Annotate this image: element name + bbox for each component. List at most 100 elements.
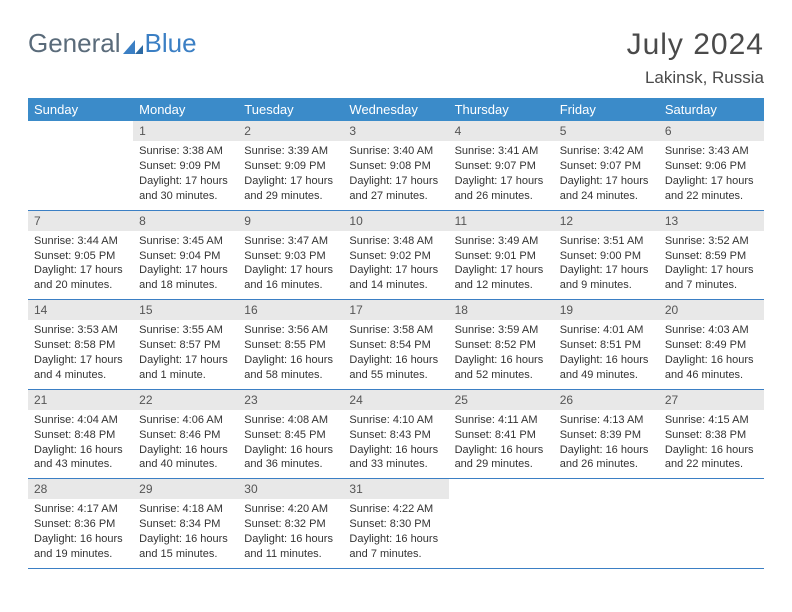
logo-mark-icon	[123, 40, 143, 54]
day-line: Sunrise: 3:59 AM	[455, 323, 548, 338]
day-line: Sunrise: 3:38 AM	[139, 144, 232, 159]
day-header: Sunday	[28, 98, 133, 121]
day-body: Sunrise: 4:13 AMSunset: 8:39 PMDaylight:…	[554, 410, 659, 478]
day-line: Sunrise: 4:18 AM	[139, 502, 232, 517]
day-number: 5	[554, 121, 659, 141]
day-line: and 52 minutes.	[455, 368, 548, 383]
day-number: 18	[449, 300, 554, 320]
day-line: Sunrise: 4:03 AM	[665, 323, 758, 338]
day-number: 9	[238, 211, 343, 231]
day-line: and 29 minutes.	[244, 189, 337, 204]
day-line: and 7 minutes.	[349, 547, 442, 562]
day-body: Sunrise: 3:44 AMSunset: 9:05 PMDaylight:…	[28, 231, 133, 299]
day-body: Sunrise: 3:45 AMSunset: 9:04 PMDaylight:…	[133, 231, 238, 299]
day-cell: 1Sunrise: 3:38 AMSunset: 9:09 PMDaylight…	[133, 121, 238, 210]
day-line: Daylight: 17 hours	[560, 263, 653, 278]
day-line: Sunrise: 3:42 AM	[560, 144, 653, 159]
day-number: 7	[28, 211, 133, 231]
day-cell: 12Sunrise: 3:51 AMSunset: 9:00 PMDayligh…	[554, 211, 659, 300]
day-line: Sunrise: 3:47 AM	[244, 234, 337, 249]
page: General Blue July 2024 Lakinsk, Russia S…	[0, 0, 792, 569]
day-line: Daylight: 17 hours	[665, 174, 758, 189]
day-cell: 3Sunrise: 3:40 AMSunset: 9:08 PMDaylight…	[343, 121, 448, 210]
day-body: Sunrise: 3:43 AMSunset: 9:06 PMDaylight:…	[659, 141, 764, 209]
day-line: Sunset: 8:39 PM	[560, 428, 653, 443]
day-line: Sunset: 8:49 PM	[665, 338, 758, 353]
day-line: Sunrise: 3:51 AM	[560, 234, 653, 249]
day-line: Sunset: 8:41 PM	[455, 428, 548, 443]
day-number: 10	[343, 211, 448, 231]
day-body: Sunrise: 3:40 AMSunset: 9:08 PMDaylight:…	[343, 141, 448, 209]
day-line: Daylight: 16 hours	[665, 443, 758, 458]
day-line: Sunrise: 3:56 AM	[244, 323, 337, 338]
day-body: Sunrise: 4:10 AMSunset: 8:43 PMDaylight:…	[343, 410, 448, 478]
day-number: 22	[133, 390, 238, 410]
day-line: Daylight: 16 hours	[349, 443, 442, 458]
day-line: Sunset: 8:57 PM	[139, 338, 232, 353]
day-cell: 29Sunrise: 4:18 AMSunset: 8:34 PMDayligh…	[133, 479, 238, 568]
day-line: Sunset: 9:09 PM	[244, 159, 337, 174]
day-line: and 33 minutes.	[349, 457, 442, 472]
day-line: Sunrise: 3:40 AM	[349, 144, 442, 159]
day-number: 31	[343, 479, 448, 499]
week-row: 21Sunrise: 4:04 AMSunset: 8:48 PMDayligh…	[28, 390, 764, 480]
day-line: Sunrise: 4:08 AM	[244, 413, 337, 428]
day-line: Sunrise: 3:58 AM	[349, 323, 442, 338]
day-cell	[449, 479, 554, 568]
day-number: 11	[449, 211, 554, 231]
day-line: Daylight: 17 hours	[34, 263, 127, 278]
day-line: Sunset: 9:08 PM	[349, 159, 442, 174]
day-line: and 49 minutes.	[560, 368, 653, 383]
day-cell: 18Sunrise: 3:59 AMSunset: 8:52 PMDayligh…	[449, 300, 554, 389]
day-line: and 55 minutes.	[349, 368, 442, 383]
day-line: Sunset: 9:07 PM	[455, 159, 548, 174]
day-cell: 5Sunrise: 3:42 AMSunset: 9:07 PMDaylight…	[554, 121, 659, 210]
day-line: Sunset: 8:54 PM	[349, 338, 442, 353]
day-header: Tuesday	[238, 98, 343, 121]
day-line: Sunrise: 3:48 AM	[349, 234, 442, 249]
day-line: and 7 minutes.	[665, 278, 758, 293]
day-line: and 22 minutes.	[665, 189, 758, 204]
day-line: Sunset: 9:02 PM	[349, 249, 442, 264]
day-line: and 1 minute.	[139, 368, 232, 383]
day-line: Daylight: 17 hours	[139, 353, 232, 368]
day-body: Sunrise: 3:51 AMSunset: 9:00 PMDaylight:…	[554, 231, 659, 299]
weeks-container: 1Sunrise: 3:38 AMSunset: 9:09 PMDaylight…	[28, 121, 764, 569]
day-headers-row: Sunday Monday Tuesday Wednesday Thursday…	[28, 98, 764, 121]
day-body: Sunrise: 4:20 AMSunset: 8:32 PMDaylight:…	[238, 499, 343, 567]
day-body: Sunrise: 3:56 AMSunset: 8:55 PMDaylight:…	[238, 320, 343, 388]
day-number: 16	[238, 300, 343, 320]
day-cell: 7Sunrise: 3:44 AMSunset: 9:05 PMDaylight…	[28, 211, 133, 300]
day-line: Sunrise: 3:49 AM	[455, 234, 548, 249]
day-line: Sunset: 8:43 PM	[349, 428, 442, 443]
day-line: Daylight: 16 hours	[349, 353, 442, 368]
day-cell: 6Sunrise: 3:43 AMSunset: 9:06 PMDaylight…	[659, 121, 764, 210]
day-body: Sunrise: 3:38 AMSunset: 9:09 PMDaylight:…	[133, 141, 238, 209]
day-cell: 25Sunrise: 4:11 AMSunset: 8:41 PMDayligh…	[449, 390, 554, 479]
day-body: Sunrise: 3:55 AMSunset: 8:57 PMDaylight:…	[133, 320, 238, 388]
day-body: Sunrise: 3:42 AMSunset: 9:07 PMDaylight:…	[554, 141, 659, 209]
day-line: Sunrise: 4:04 AM	[34, 413, 127, 428]
day-line: Sunset: 9:05 PM	[34, 249, 127, 264]
day-number: 29	[133, 479, 238, 499]
day-line: Sunset: 8:48 PM	[34, 428, 127, 443]
day-cell: 9Sunrise: 3:47 AMSunset: 9:03 PMDaylight…	[238, 211, 343, 300]
day-line: and 27 minutes.	[349, 189, 442, 204]
day-line: Sunset: 8:32 PM	[244, 517, 337, 532]
location: Lakinsk, Russia	[627, 68, 764, 88]
day-cell	[28, 121, 133, 210]
day-number: 25	[449, 390, 554, 410]
day-line: Sunset: 8:46 PM	[139, 428, 232, 443]
day-number: 4	[449, 121, 554, 141]
day-line: Daylight: 16 hours	[244, 353, 337, 368]
day-line: Sunset: 9:09 PM	[139, 159, 232, 174]
day-line: and 58 minutes.	[244, 368, 337, 383]
day-line: and 24 minutes.	[560, 189, 653, 204]
logo: General Blue	[28, 28, 197, 59]
day-cell: 26Sunrise: 4:13 AMSunset: 8:39 PMDayligh…	[554, 390, 659, 479]
day-line: Sunrise: 4:01 AM	[560, 323, 653, 338]
day-line: Sunset: 8:34 PM	[139, 517, 232, 532]
day-cell: 15Sunrise: 3:55 AMSunset: 8:57 PMDayligh…	[133, 300, 238, 389]
day-line: Daylight: 16 hours	[244, 532, 337, 547]
day-line: Sunset: 9:06 PM	[665, 159, 758, 174]
